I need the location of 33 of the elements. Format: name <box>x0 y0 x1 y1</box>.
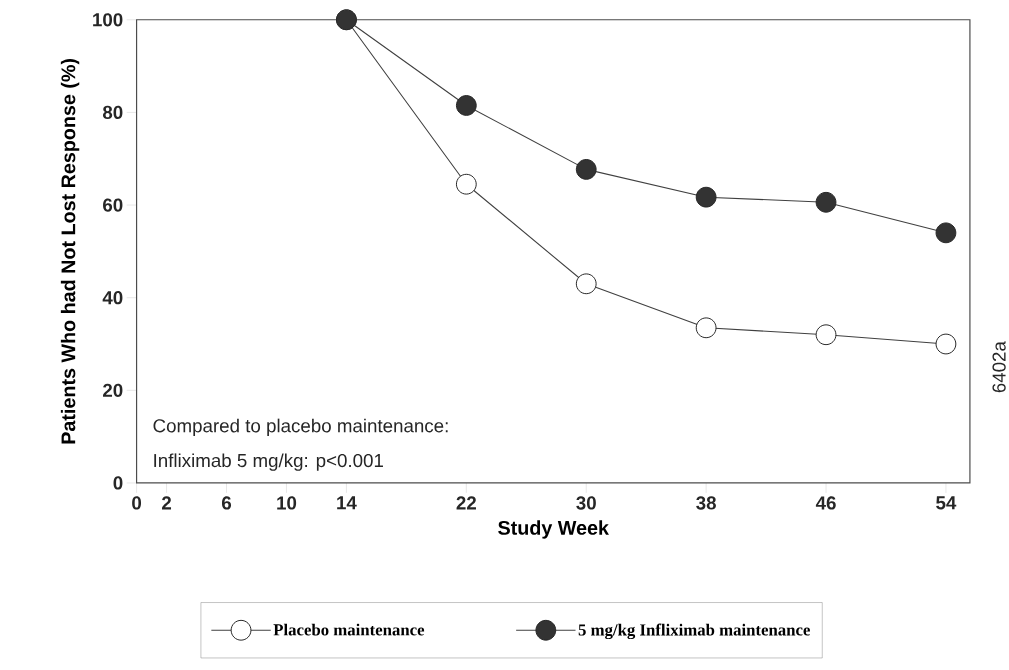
x-tick-label: 14 <box>337 496 357 510</box>
point <box>455 173 477 195</box>
point <box>575 273 597 295</box>
text: 6402a <box>992 341 1006 393</box>
y-tick-label: 60 <box>103 198 123 212</box>
point <box>935 333 957 355</box>
point <box>815 191 837 213</box>
x-tick-label: 0 <box>132 496 142 510</box>
annotation: Infliximab 5 mg/kg: p<0.001 <box>154 453 383 471</box>
x-tick-label: 38 <box>696 496 716 510</box>
x-tick-label: 54 <box>936 496 957 510</box>
y-tick-label: 40 <box>102 291 123 305</box>
x-tick-label: 2 <box>162 496 172 510</box>
point <box>695 317 717 339</box>
y-tick-label: 20 <box>103 383 123 397</box>
point <box>455 95 477 116</box>
point <box>695 186 717 208</box>
x-axis-title: Study Week <box>498 520 609 539</box>
x-tick-label: 46 <box>815 496 836 510</box>
point <box>575 158 597 180</box>
legend-label: Placebo maintenance <box>273 623 425 636</box>
legend-label: 5 mg/kg Infliximab maintenance <box>578 623 810 640</box>
y-tick-label: 0 <box>113 476 123 490</box>
y-tick-label: 80 <box>102 105 123 120</box>
x-tick-label: 22 <box>456 496 476 510</box>
y-axis-title: Patients Who had Not Lost Response (%) <box>60 59 80 444</box>
point <box>935 222 957 244</box>
y-tick-label: 100 <box>93 13 123 27</box>
annotation: Compared to placebo maintenance: <box>153 418 448 437</box>
x-tick-label: 6 <box>221 496 232 510</box>
point <box>815 324 837 346</box>
x-tick-label: 10 <box>277 496 297 510</box>
x-tick-label: 30 <box>576 496 596 510</box>
